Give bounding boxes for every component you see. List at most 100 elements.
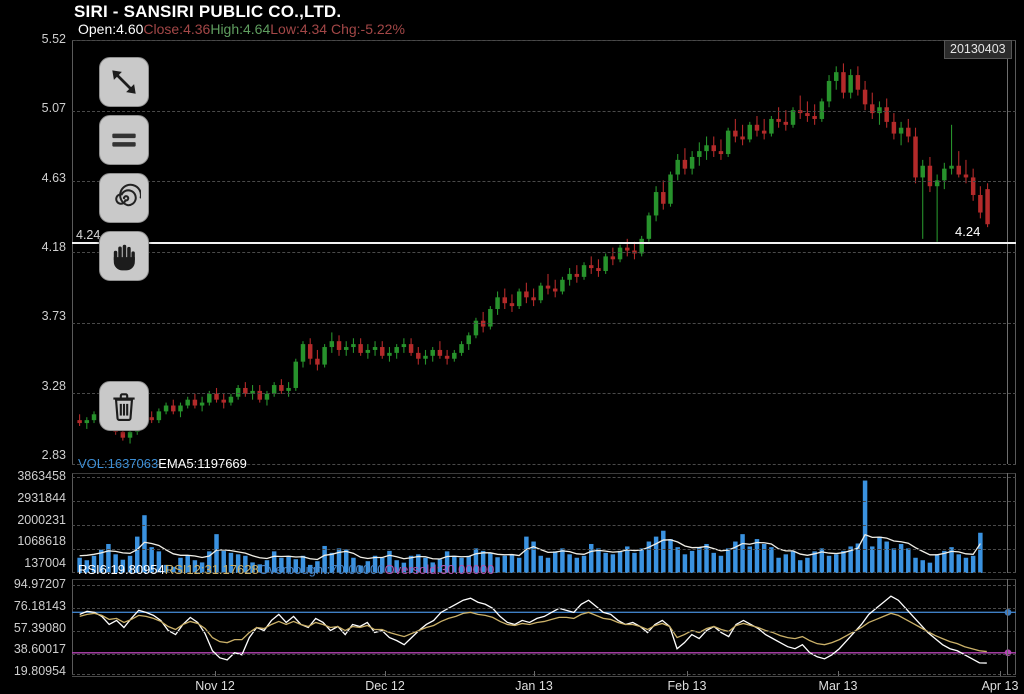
volume-bar	[877, 536, 882, 573]
x-axis-label: Feb 13	[667, 679, 707, 693]
volume-bar	[387, 550, 392, 573]
page-title: SIRI - SANSIRI PUBLIC CO.,LTD.	[74, 2, 342, 21]
candle-body	[711, 145, 716, 152]
price-y-label: 2.83	[41, 448, 66, 462]
candle-body	[812, 116, 817, 119]
candle-body	[178, 405, 183, 412]
volume-bar	[596, 548, 601, 573]
rsi-chart-panel[interactable]	[72, 579, 1016, 676]
candle-body	[790, 110, 796, 125]
rsi-y-label: 76.18143	[13, 598, 66, 613]
candle-body	[394, 347, 399, 353]
candle-body	[322, 347, 327, 365]
candle-body	[646, 215, 652, 239]
rsi-y-label: 57.39080	[13, 620, 66, 635]
trash-icon	[113, 393, 135, 421]
volume-bar	[826, 555, 832, 573]
delete-tool-button[interactable]	[99, 381, 149, 431]
volume-bar	[228, 552, 234, 573]
candle-body	[560, 279, 565, 292]
candle-body	[985, 189, 990, 225]
candle-body	[387, 352, 392, 356]
candle-body	[596, 268, 601, 272]
volume-bar	[343, 549, 349, 573]
candle-body	[380, 347, 385, 356]
volume-y-label: 3863458	[17, 469, 66, 483]
price-chart-panel[interactable]	[72, 40, 1016, 465]
candle-body	[625, 247, 630, 251]
volume-bar	[718, 555, 724, 573]
volume-bar	[913, 557, 918, 573]
volume-bar	[906, 548, 911, 573]
low-value: Low:4.34	[270, 21, 328, 37]
spiral-tool-button[interactable]	[99, 173, 149, 223]
price-gridline	[72, 110, 1016, 112]
candle-body	[733, 130, 738, 137]
volume-legend-item: VOL:1637063	[78, 456, 159, 471]
volume-bar	[725, 548, 731, 573]
volume-bar	[675, 547, 680, 573]
volume-bar	[509, 554, 515, 573]
candle-body	[473, 320, 479, 336]
volume-bar	[560, 548, 565, 573]
diagonal-arrow-icon	[112, 70, 136, 94]
candle-body	[913, 136, 918, 178]
price-y-label: 3.73	[41, 309, 66, 324]
volume-bar	[91, 555, 97, 573]
volume-bar	[754, 539, 760, 573]
volume-bar	[552, 551, 558, 573]
pan-tool-button[interactable]	[99, 231, 149, 281]
candle-body	[351, 344, 356, 348]
volume-bar	[452, 555, 457, 573]
candle-body	[221, 399, 226, 403]
candle-body	[682, 159, 688, 169]
candle-body	[545, 285, 551, 289]
candle-body	[77, 420, 82, 424]
candle-body	[207, 393, 212, 403]
volume-bar	[380, 557, 385, 573]
horizontal-line-tool-button[interactable]	[99, 115, 149, 165]
volume-bar	[949, 547, 954, 573]
rsi-y-label: 94.97207	[13, 577, 66, 591]
volume-bar	[243, 555, 248, 573]
volume-bar	[963, 557, 969, 573]
candle-body	[718, 151, 724, 155]
volume-gridline	[72, 525, 1016, 526]
candle-body	[495, 297, 500, 310]
candlestick-series	[77, 63, 990, 444]
volume-bar	[805, 557, 810, 573]
volume-bar	[934, 554, 940, 573]
close-value: Close:4.36	[143, 21, 211, 37]
volume-bar	[264, 560, 270, 573]
x-axis-label: Mar 13	[818, 679, 858, 693]
volume-bar	[214, 534, 219, 573]
volume-bar	[149, 547, 154, 573]
candle-body	[423, 355, 428, 359]
x-axis-label: Apr 13	[981, 679, 1019, 693]
candle-body	[848, 75, 853, 93]
crosshair-price-label-right: 4.24	[955, 223, 981, 239]
rsi-gridline	[72, 653, 1016, 655]
candle-body	[754, 124, 760, 131]
volume-bar	[113, 554, 118, 573]
volume-bar	[862, 480, 868, 573]
candle-body	[444, 355, 450, 359]
volume-gridline	[72, 549, 1016, 550]
candle-body	[552, 288, 558, 292]
candle-body	[271, 385, 277, 394]
price-gridline	[72, 252, 1016, 253]
volume-chart-panel[interactable]	[72, 473, 1016, 573]
volume-bar	[178, 557, 183, 573]
volume-bar	[653, 536, 659, 573]
volume-bar	[401, 562, 407, 573]
candle-body	[524, 291, 529, 298]
candle-body	[343, 347, 349, 350]
volume-bar	[459, 557, 464, 573]
volume-bar	[430, 562, 435, 573]
trendline-tool-button[interactable]	[99, 57, 149, 107]
volume-bar	[416, 554, 421, 573]
candle-body	[942, 168, 947, 181]
candle-body	[149, 417, 154, 421]
ohlc-summary: Open:4.60Close:4.36High:4.64Low:4.34 Chg…	[78, 21, 405, 37]
